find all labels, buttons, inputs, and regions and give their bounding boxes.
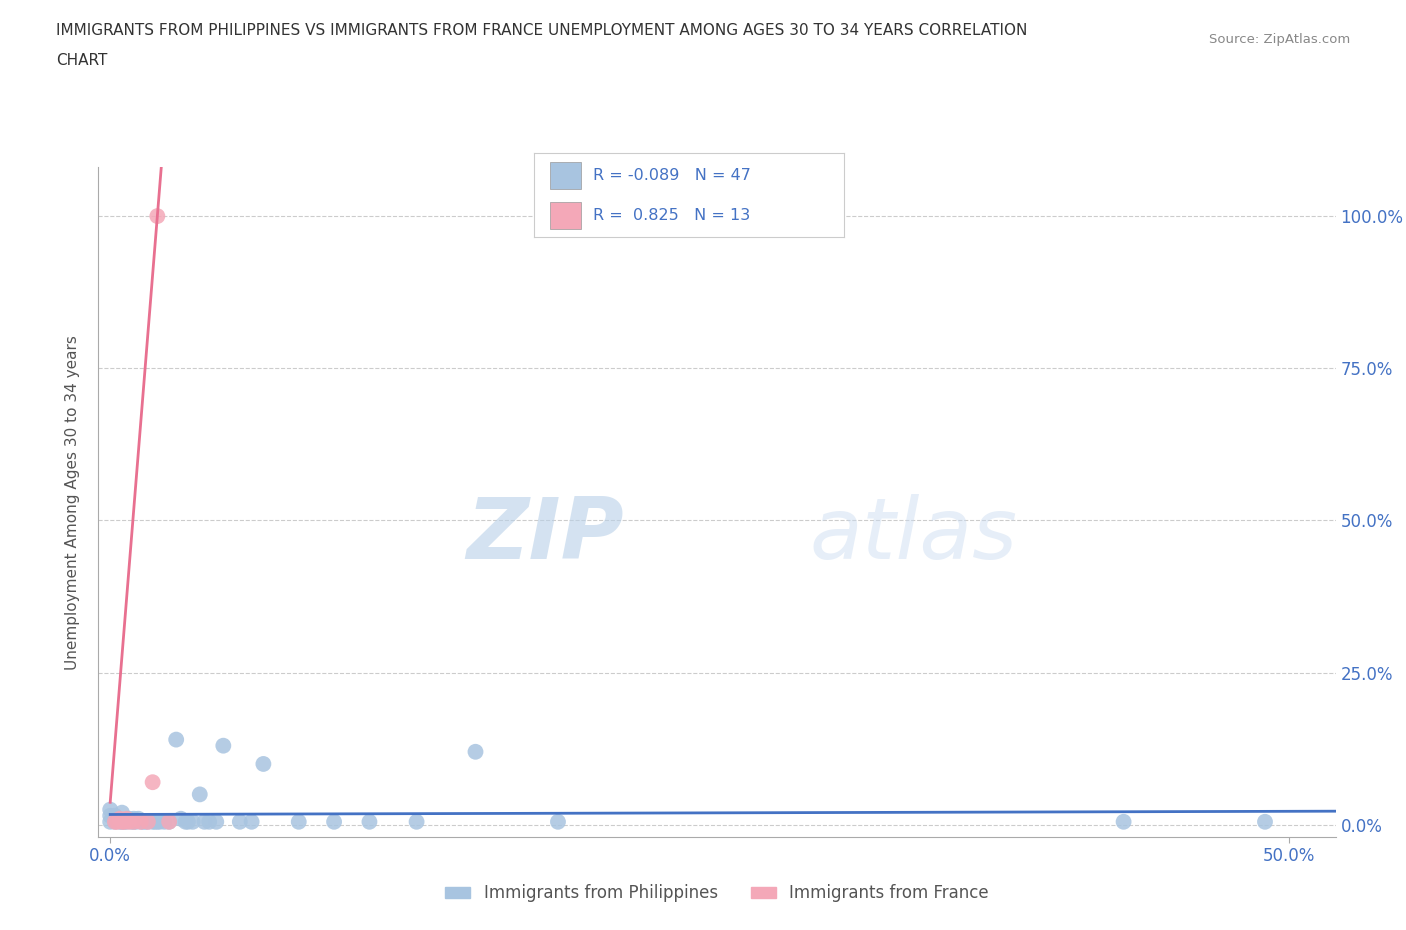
Point bbox=[125, 815, 148, 830]
Point bbox=[252, 756, 274, 771]
Point bbox=[122, 815, 145, 830]
FancyBboxPatch shape bbox=[550, 162, 581, 189]
Y-axis label: Unemployment Among Ages 30 to 34 years: Unemployment Among Ages 30 to 34 years bbox=[65, 335, 80, 670]
Legend: Immigrants from Philippines, Immigrants from France: Immigrants from Philippines, Immigrants … bbox=[439, 878, 995, 909]
Point bbox=[129, 815, 152, 830]
Point bbox=[205, 815, 228, 830]
Point bbox=[165, 732, 187, 747]
Point bbox=[547, 815, 569, 830]
Point bbox=[111, 815, 134, 830]
Point bbox=[112, 815, 135, 830]
Point bbox=[105, 815, 128, 830]
Text: atlas: atlas bbox=[810, 494, 1018, 578]
Text: IMMIGRANTS FROM PHILIPPINES VS IMMIGRANTS FROM FRANCE UNEMPLOYMENT AMONG AGES 30: IMMIGRANTS FROM PHILIPPINES VS IMMIGRANT… bbox=[56, 23, 1028, 38]
Point bbox=[98, 815, 121, 830]
Point bbox=[143, 815, 166, 830]
Point bbox=[98, 808, 121, 823]
Point bbox=[170, 811, 193, 826]
Point bbox=[115, 811, 138, 826]
Point bbox=[127, 811, 149, 826]
Text: ZIP: ZIP bbox=[467, 494, 624, 578]
Point bbox=[229, 815, 252, 830]
FancyBboxPatch shape bbox=[550, 202, 581, 229]
Point bbox=[118, 815, 141, 830]
Point bbox=[98, 803, 121, 817]
Point bbox=[108, 811, 131, 826]
Point bbox=[1254, 815, 1277, 830]
Point bbox=[112, 815, 135, 830]
Point bbox=[132, 815, 155, 830]
Point bbox=[149, 815, 172, 830]
Text: R = -0.089   N = 47: R = -0.089 N = 47 bbox=[593, 167, 751, 182]
Point bbox=[193, 815, 215, 830]
Point bbox=[108, 815, 131, 830]
Point bbox=[120, 815, 142, 830]
Point bbox=[153, 815, 176, 830]
Point bbox=[240, 815, 263, 830]
Point bbox=[146, 815, 169, 830]
Point bbox=[115, 815, 138, 830]
Point bbox=[359, 815, 381, 830]
Point bbox=[111, 805, 134, 820]
Point bbox=[287, 815, 309, 830]
Point bbox=[122, 811, 145, 826]
Point bbox=[157, 815, 180, 830]
Point bbox=[136, 815, 159, 830]
Point bbox=[464, 744, 486, 759]
Text: Source: ZipAtlas.com: Source: ZipAtlas.com bbox=[1209, 33, 1350, 46]
Text: CHART: CHART bbox=[56, 53, 108, 68]
Point bbox=[323, 815, 346, 830]
Point bbox=[405, 815, 427, 830]
Point bbox=[1112, 815, 1135, 830]
Point bbox=[142, 775, 165, 790]
Point bbox=[136, 815, 159, 830]
Point bbox=[104, 815, 127, 830]
Point bbox=[111, 815, 134, 830]
Point bbox=[129, 815, 152, 830]
Point bbox=[146, 208, 169, 223]
Point bbox=[181, 815, 204, 830]
Point bbox=[157, 815, 180, 830]
Point bbox=[104, 808, 127, 823]
Point bbox=[212, 738, 235, 753]
Point bbox=[122, 815, 145, 830]
Point bbox=[135, 815, 157, 830]
Point bbox=[174, 815, 197, 830]
Point bbox=[188, 787, 211, 802]
Point bbox=[118, 811, 141, 826]
Point bbox=[198, 815, 221, 830]
Text: R =  0.825   N = 13: R = 0.825 N = 13 bbox=[593, 208, 751, 223]
Point bbox=[177, 815, 200, 830]
Point bbox=[104, 815, 127, 830]
Point bbox=[142, 815, 165, 830]
